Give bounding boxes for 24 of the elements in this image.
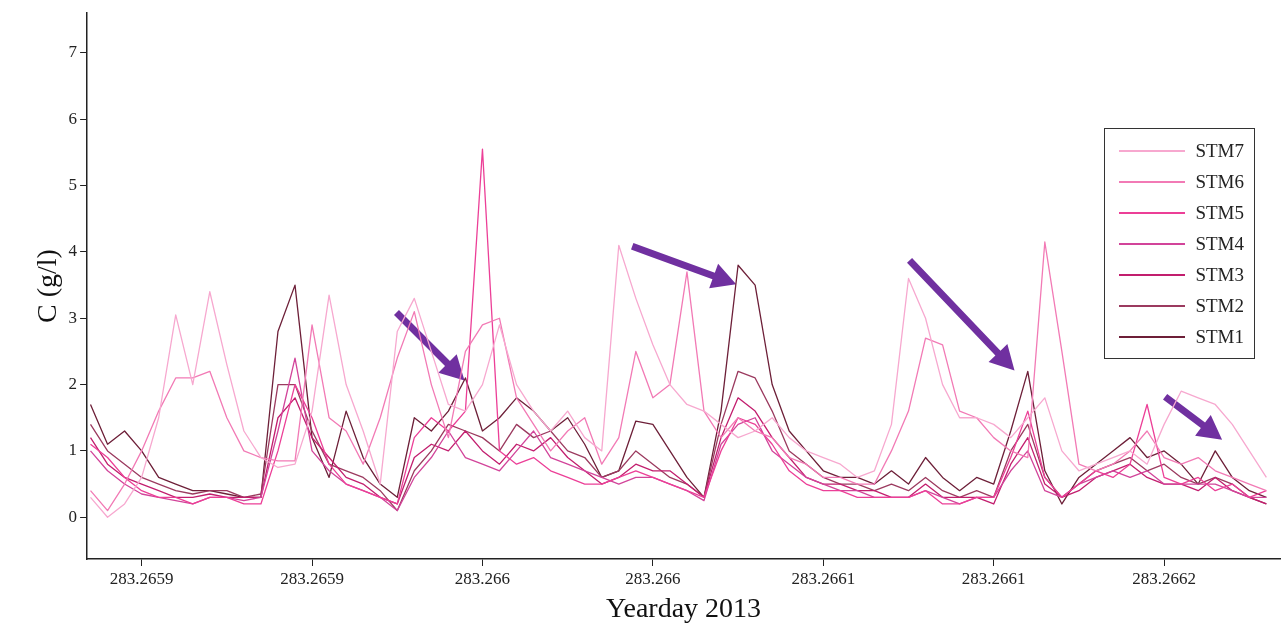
y-tick-label: 2 xyxy=(68,374,78,394)
y-tick-label: 1 xyxy=(68,440,78,460)
x-tick-label: 283.2661 xyxy=(961,568,1026,588)
x-tick-label: 283.266 xyxy=(454,568,511,588)
legend-label: STM5 xyxy=(1195,201,1244,224)
legend-label: STM4 xyxy=(1195,232,1244,255)
y-tick-label: 7 xyxy=(68,42,78,62)
x-axis-title: Yearday 2013 xyxy=(606,591,762,623)
x-tick-label: 283.2659 xyxy=(109,568,174,588)
x-tick-label: 283.2659 xyxy=(280,568,344,588)
y-tick-label: 6 xyxy=(68,108,78,128)
y-tick-label: 0 xyxy=(68,506,78,526)
x-tick-label: 283.2661 xyxy=(791,568,856,588)
y-tick-label: 5 xyxy=(68,175,78,195)
y-tick-label: 4 xyxy=(68,241,78,261)
legend-label: STM2 xyxy=(1195,294,1244,317)
x-tick-label: 283.2662 xyxy=(1132,568,1196,588)
legend-label: STM1 xyxy=(1195,325,1244,348)
y-axis-title: C (g/l) xyxy=(31,249,63,324)
y-tick-label: 3 xyxy=(68,307,78,327)
legend-label: STM6 xyxy=(1195,170,1244,193)
legend-label: STM3 xyxy=(1195,263,1244,286)
legend-label: STM7 xyxy=(1195,139,1244,162)
x-tick-label: 283.266 xyxy=(625,568,681,588)
